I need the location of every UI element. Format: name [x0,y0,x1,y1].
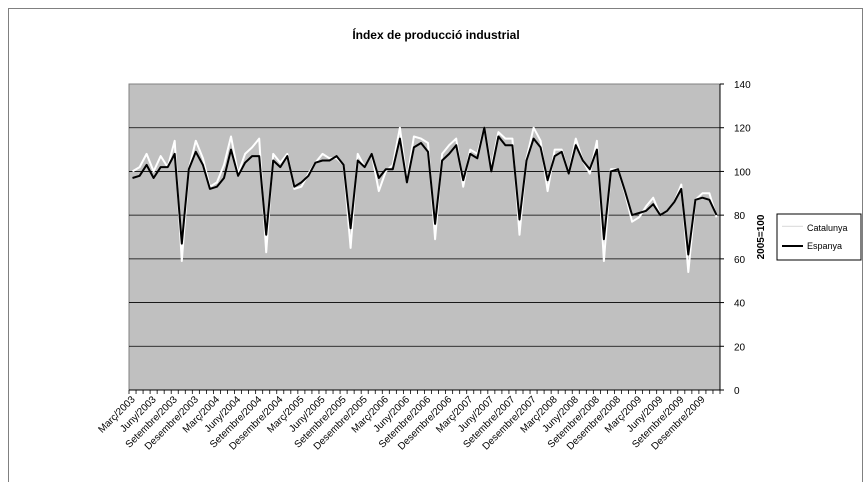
line-chart: Índex de producció industrial 0 20 40 60 80 1… [96,27,862,452]
y-tick-label: 100 [734,167,751,178]
plot-area [128,83,721,391]
chart-title: Índex de producció industrial [352,27,519,42]
y-tick-label: 140 [734,80,751,91]
series-line-espanya [132,126,718,256]
y-tick-label: 40 [734,299,746,310]
y-tick-label: 20 [734,342,746,353]
chart-frame: Índex de producció industrial 0 20 40 60 80 1… [8,8,863,482]
y-tick-label: 80 [734,211,746,222]
y-tick-label: 0 [734,386,740,397]
legend-label: Catalunya [807,223,848,233]
legend-label: Espanya [807,241,842,251]
y-tick-label: 120 [734,124,751,135]
y-tick-label: 60 [734,255,746,266]
legend-box [776,213,862,261]
y-axis-title: 2005=100 [756,214,767,259]
